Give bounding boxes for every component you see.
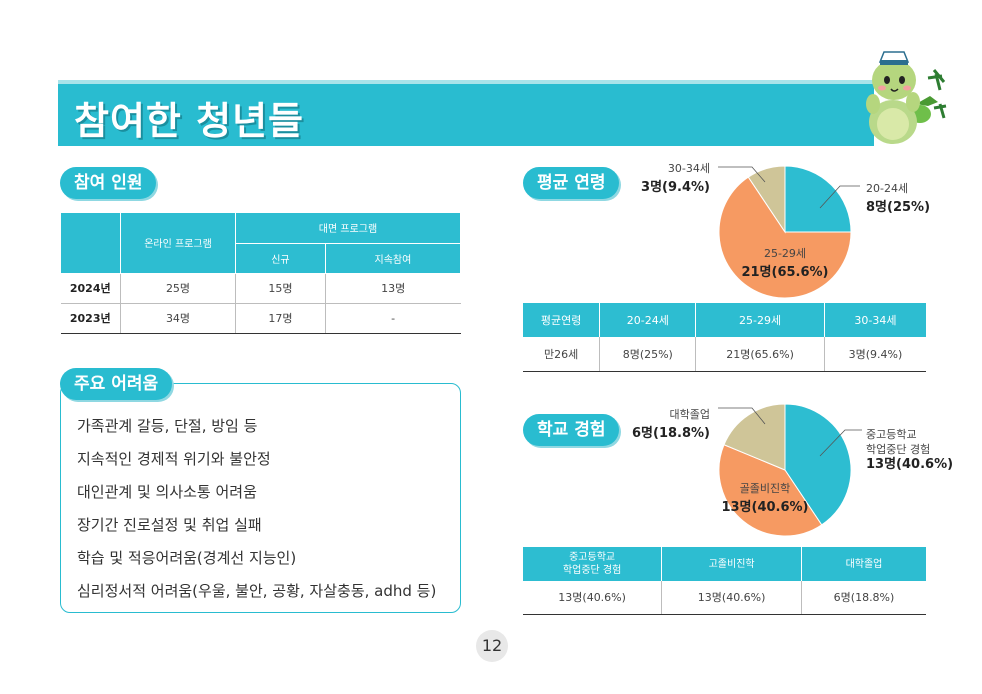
age-label-range: 20-24세: [866, 182, 909, 195]
table-header-line: 학업중단 경험: [562, 565, 622, 576]
age-label-value: 21명(65.6%): [741, 265, 829, 280]
table-row: 만26세 8명(25%) 21명(65.6%) 3명(9.4%): [523, 337, 926, 372]
list-item: 심리정서적 어려움(우울, 불안, 공황, 자살충동, adhd 등): [77, 582, 437, 600]
school-label-college: 대학졸업 6명(18.8%): [630, 406, 710, 441]
school-leader-lines: [718, 407, 862, 457]
page-title: 참여한 청년들: [74, 99, 304, 143]
age-label-30-34: 30-34세 3명(9.4%): [630, 160, 710, 195]
school-label-dropout: 중고등학교 학업중단 경험 13명(40.6%): [866, 427, 953, 472]
list-item: 학습 및 적응어려움(경계선 지능인): [77, 549, 297, 567]
table-header: 30-34세: [823, 303, 926, 337]
age-label-value: 8명(25%): [866, 200, 931, 215]
age-label-20-24: 20-24세 8명(25%): [866, 180, 930, 215]
table-header: 중고등학교 학업중단 경험: [523, 547, 662, 581]
school-table: 중고등학교 학업중단 경험 고졸비진학 대학졸업 13명(40.6%) 13명(…: [523, 547, 926, 615]
school-label-highschool: 골졸비진학 13명(40.6%): [720, 480, 810, 515]
table-cell: 3명(9.4%): [823, 337, 926, 372]
table-header-continuing: 지속참여: [324, 243, 462, 274]
participants-table: 온라인 프로그램 대면 프로그램 신규 지속참여 2024년 25명 15명 1…: [60, 213, 462, 334]
difficulties-box: 가족관계 갈등, 단절, 방임 등 지속적인 경제적 위기와 불안정 대인관계 …: [60, 383, 461, 613]
school-label-line2: 학업중단 경험: [866, 443, 931, 456]
row-online: 34명: [120, 303, 236, 334]
table-cell: 21명(65.6%): [695, 337, 825, 372]
school-label-range: 대학졸업: [669, 408, 710, 421]
table-header: 평균연령: [523, 303, 600, 337]
table-cell: 만26세: [523, 337, 600, 372]
school-heading: 학교 경험: [523, 414, 620, 446]
table-header: 25-29세: [695, 303, 825, 337]
school-pie-chart: [718, 403, 852, 537]
table-header: 고졸비진학: [661, 547, 802, 581]
age-table: 평균연령 20-24세 25-29세 30-34세 만26세 8명(25%) 2…: [523, 303, 926, 372]
age-label-range: 30-34세: [667, 162, 710, 175]
age-heading: 평균 연령: [523, 167, 620, 199]
row-new: 17명: [235, 303, 326, 334]
page-title-bar: 참여한 청년들: [58, 80, 874, 146]
school-label-range: 골졸비진학: [739, 482, 791, 495]
table-header-new: 신규: [235, 243, 326, 274]
age-leader-lines: [718, 166, 860, 209]
pie-slice: [747, 165, 786, 234]
table-header-online: 온라인 프로그램: [120, 213, 236, 274]
table-cell: 13명(40.6%): [661, 581, 802, 615]
pie-slice: [723, 403, 786, 471]
table-header: 대학졸업: [800, 547, 926, 581]
pie-slice: [718, 176, 852, 299]
table-row: 2023년 34명 17명 -: [60, 303, 461, 334]
school-label-value: 13명(40.6%): [866, 457, 954, 472]
pie-slice: [784, 165, 852, 233]
list-item: 가족관계 갈등, 단절, 방임 등: [77, 417, 258, 435]
list-item: 장기간 진로설정 및 취업 실패: [77, 516, 262, 534]
list-item: 대인관계 및 의사소통 어려움: [77, 483, 257, 501]
table-cell: 13명(40.6%): [523, 581, 662, 615]
table-header-line: 중고등학교: [569, 552, 616, 563]
participants-heading: 참여 인원: [60, 167, 157, 199]
pie-slice: [718, 444, 823, 537]
row-online: 25명: [120, 273, 236, 304]
table-header: 20-24세: [599, 303, 696, 337]
difficulties-heading: 주요 어려움: [60, 368, 173, 400]
row-continuing: -: [324, 303, 461, 334]
row-new: 15명: [235, 273, 326, 304]
page-number: 12: [476, 630, 508, 662]
row-year: 2024년: [60, 273, 121, 304]
row-continuing: 13명: [324, 273, 461, 304]
school-label-line1: 중고등학교: [866, 428, 917, 441]
table-row: 13명(40.6%) 13명(40.6%) 6명(18.8%): [523, 581, 926, 615]
list-item: 지속적인 경제적 위기와 불안정: [77, 450, 271, 468]
age-label-range: 25-29세: [763, 247, 807, 260]
turtle-mascot-icon: [866, 51, 947, 144]
row-year: 2023년: [60, 303, 121, 334]
age-label-value: 3명(9.4%): [641, 180, 710, 195]
table-cell: 6명(18.8%): [800, 581, 926, 615]
table-row: 2024년 25명 15명 13명: [60, 273, 461, 304]
age-pie-chart: [718, 165, 852, 299]
age-label-25-29: 25-29세 21명(65.6%): [740, 245, 830, 280]
school-label-value: 13명(40.6%): [721, 500, 809, 515]
table-header-empty: [60, 213, 121, 274]
table-header-offline: 대면 프로그램: [235, 213, 461, 244]
table-cell: 8명(25%): [599, 337, 696, 372]
school-label-value: 6명(18.8%): [632, 426, 710, 441]
